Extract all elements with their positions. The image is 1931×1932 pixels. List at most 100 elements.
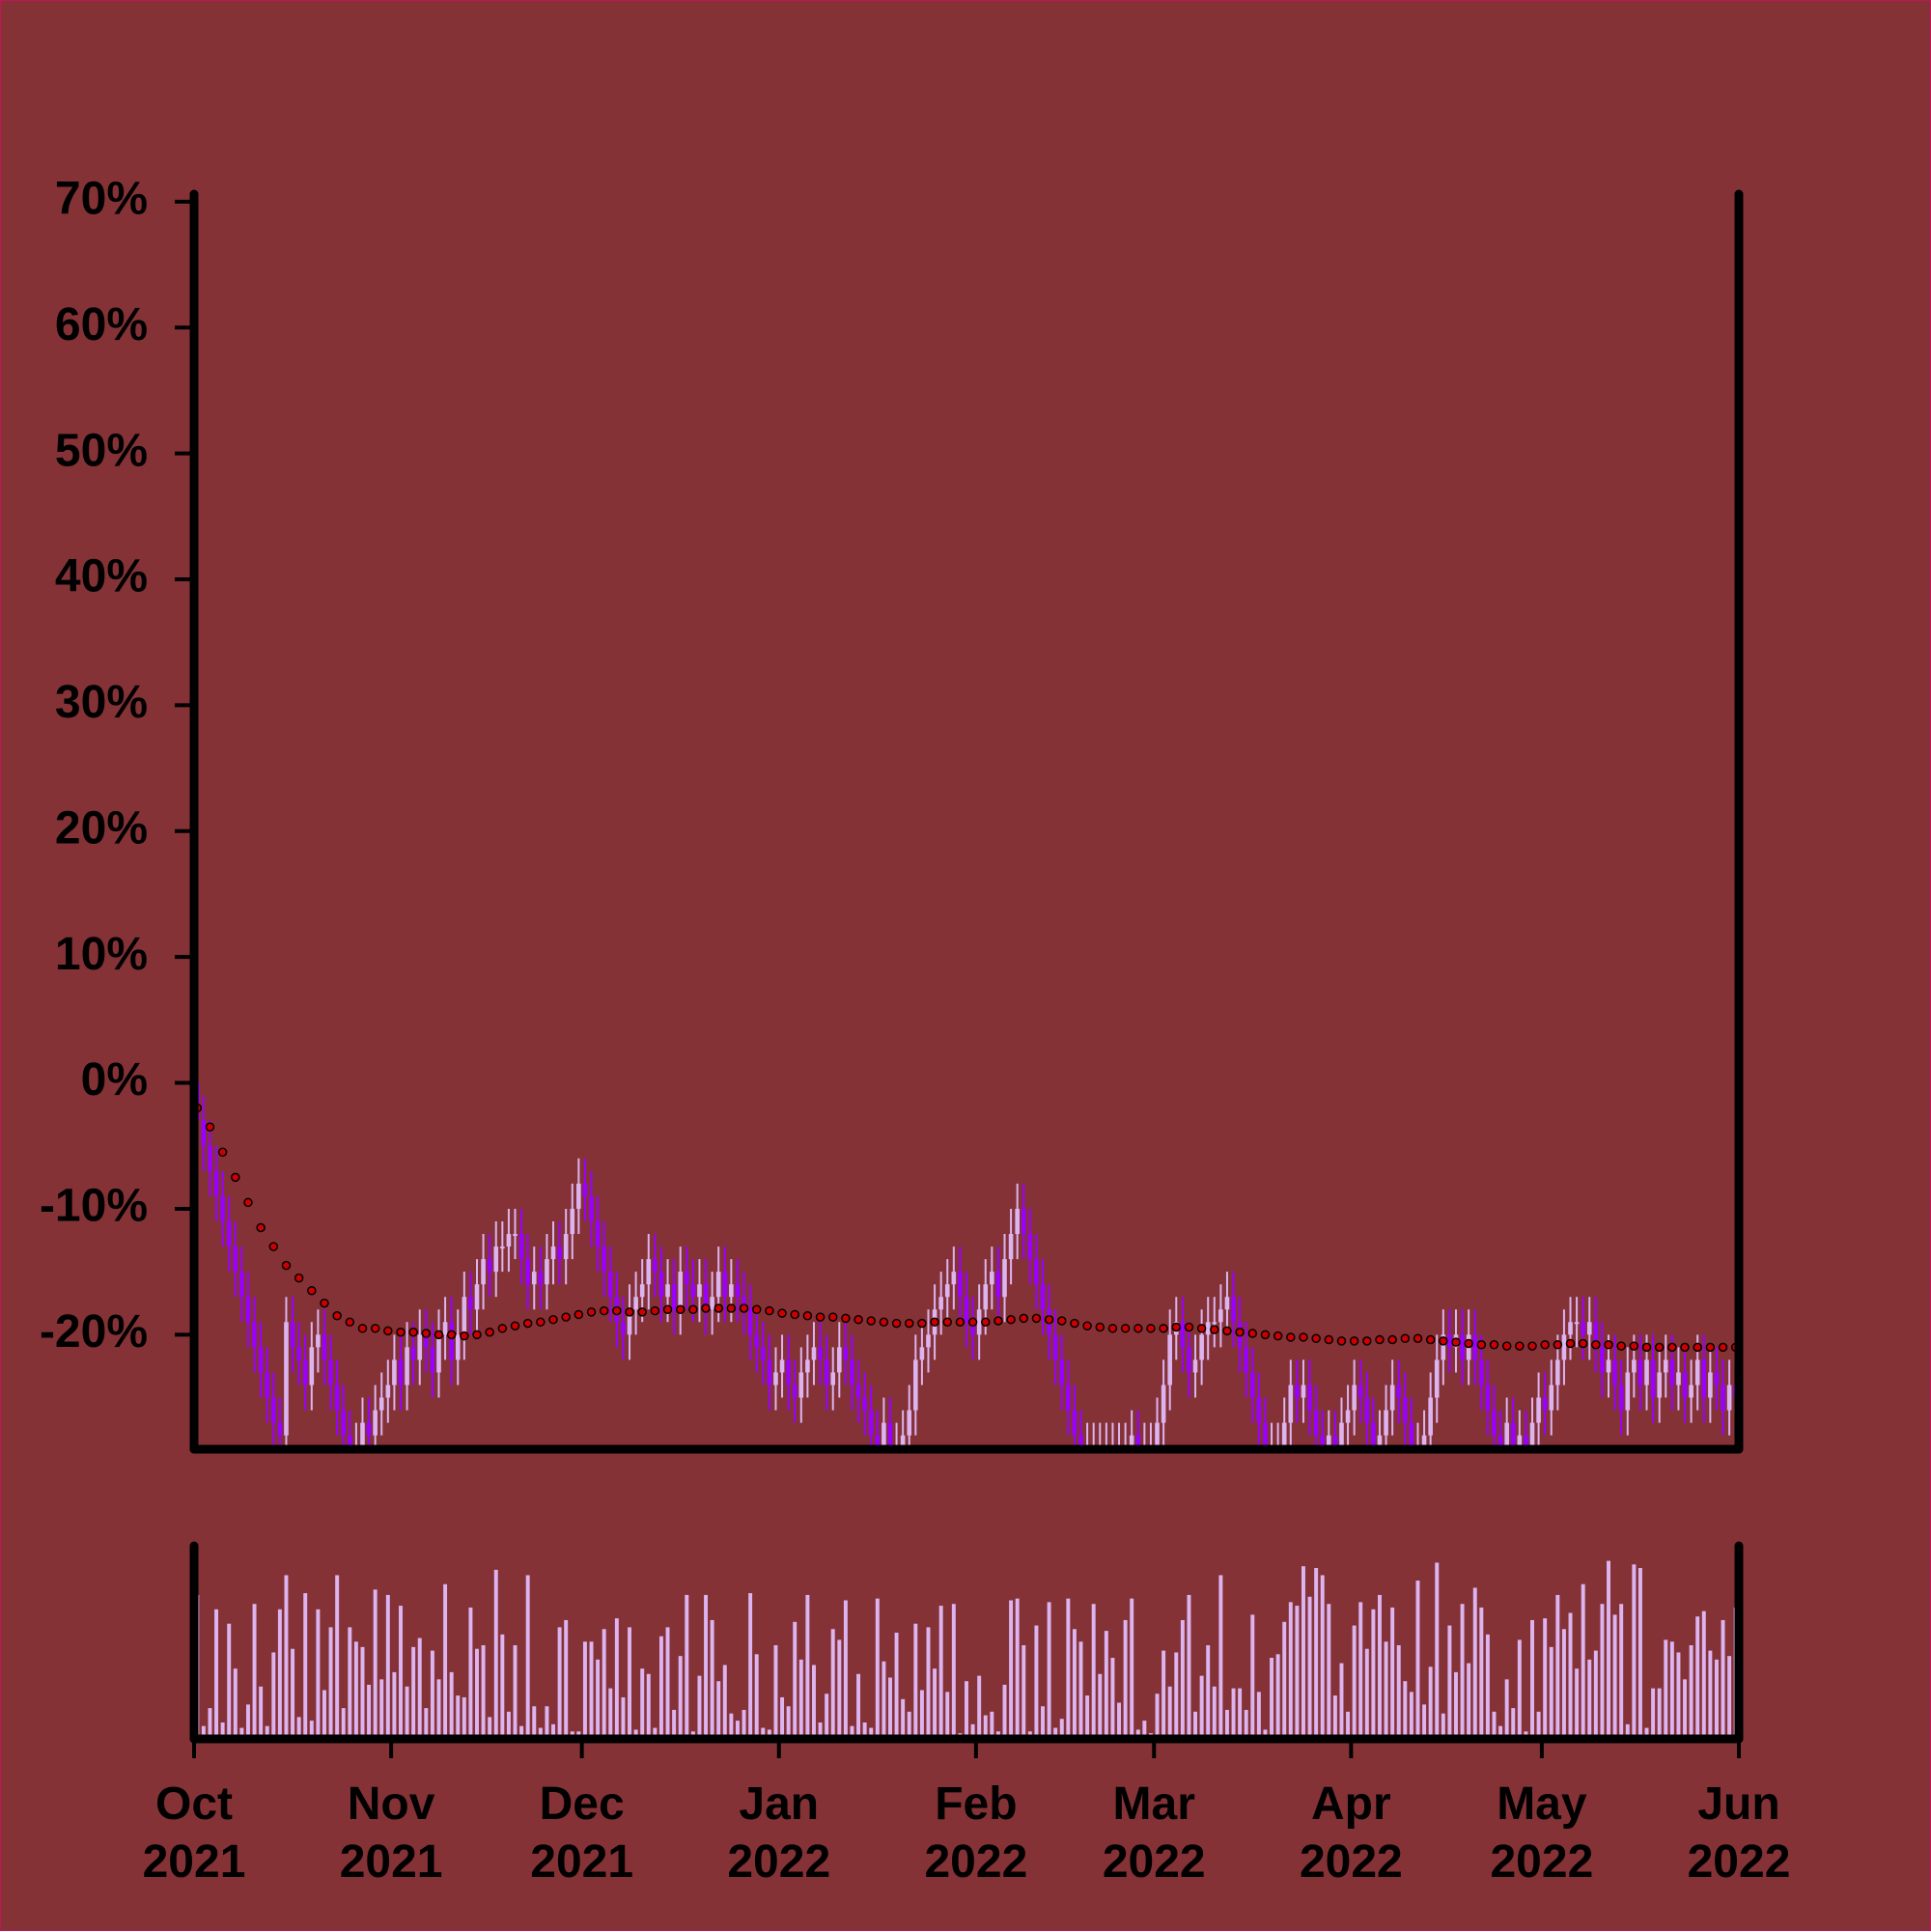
volume-bar xyxy=(658,1636,663,1735)
ma-point xyxy=(510,1321,520,1330)
ma-point xyxy=(1222,1326,1232,1336)
volume-bar xyxy=(640,1668,645,1735)
candle-body xyxy=(462,1297,467,1335)
volume-bar xyxy=(576,1731,581,1735)
candle-body xyxy=(882,1422,886,1448)
ma-point xyxy=(268,1242,279,1251)
volume-bar xyxy=(1371,1609,1376,1735)
candle-body xyxy=(1517,1435,1523,1448)
candle-body xyxy=(1008,1234,1014,1260)
volume-bar xyxy=(748,1593,753,1735)
candle-body xyxy=(1301,1385,1306,1398)
y-tick-label: -10% xyxy=(40,1181,148,1232)
volume-bar xyxy=(1263,1729,1268,1735)
volume-bar xyxy=(894,1632,899,1735)
volume-bar xyxy=(1015,1598,1020,1735)
volume-bar xyxy=(1384,1641,1388,1735)
candle-body xyxy=(570,1208,575,1235)
ma-point xyxy=(1299,1332,1308,1342)
volume-bar xyxy=(1288,1602,1293,1735)
volume-bar xyxy=(411,1646,416,1735)
volume-bar xyxy=(850,1725,854,1735)
volume-bar xyxy=(1047,1602,1051,1735)
candle-body xyxy=(1434,1359,1440,1398)
volume-bar xyxy=(685,1594,689,1735)
volume-bar xyxy=(919,1690,924,1735)
ma-point xyxy=(827,1312,838,1322)
candle-body xyxy=(1542,1397,1548,1411)
volume-bar xyxy=(1041,1706,1045,1735)
candle-body xyxy=(653,1259,658,1273)
candle-body xyxy=(958,1272,963,1298)
candle-body xyxy=(1650,1359,1656,1398)
candle-body xyxy=(1618,1385,1624,1411)
volume-bar xyxy=(1320,1575,1325,1735)
candle-body xyxy=(563,1234,569,1260)
candle-body xyxy=(1593,1322,1599,1348)
volume-bar xyxy=(1625,1723,1630,1735)
ma-point xyxy=(1311,1333,1321,1344)
candle-body xyxy=(951,1272,957,1285)
volume-bar xyxy=(322,1690,326,1735)
candle-body xyxy=(493,1246,499,1273)
ma-point xyxy=(917,1318,927,1329)
volume-bar xyxy=(1218,1575,1223,1735)
candle-body xyxy=(430,1347,435,1373)
candle-body xyxy=(742,1297,746,1310)
candle-body xyxy=(442,1322,448,1335)
candle-body xyxy=(633,1297,638,1310)
ma-point xyxy=(955,1317,966,1328)
ma-point xyxy=(217,1147,228,1158)
volume-bar xyxy=(958,1733,963,1735)
candle-body xyxy=(582,1183,588,1196)
candle-body xyxy=(1714,1372,1720,1386)
candle-body xyxy=(1612,1359,1617,1386)
volume-bar xyxy=(1708,1650,1713,1735)
ma-point xyxy=(1667,1342,1677,1353)
volume-bar xyxy=(284,1575,289,1735)
candle-body xyxy=(710,1297,714,1310)
ma-point xyxy=(1184,1322,1194,1332)
candle-body xyxy=(1371,1422,1376,1448)
ma-point xyxy=(320,1298,329,1308)
candle-body xyxy=(970,1322,975,1335)
candle-body xyxy=(208,1145,212,1171)
ma-point xyxy=(1553,1340,1563,1350)
volume-bar xyxy=(608,1688,613,1735)
x-tick-label: May 2022 xyxy=(1490,1778,1594,1888)
ma-point xyxy=(1439,1336,1448,1346)
candle-body xyxy=(1574,1322,1580,1325)
candle-body xyxy=(690,1284,696,1298)
candle-body xyxy=(385,1385,391,1398)
candle-body xyxy=(1694,1359,1700,1386)
candle-body xyxy=(735,1284,741,1298)
candle-body xyxy=(271,1397,276,1423)
volume-bar xyxy=(1485,1634,1490,1735)
candle-body xyxy=(1231,1297,1236,1323)
volume-bar xyxy=(977,1675,982,1735)
candle-body xyxy=(589,1195,594,1221)
y-tick-label: 40% xyxy=(55,551,148,602)
candle-body xyxy=(1180,1322,1186,1348)
volume-bar xyxy=(869,1727,874,1735)
volume-bar xyxy=(1536,1711,1541,1735)
candle-body xyxy=(1708,1372,1713,1398)
ma-point xyxy=(1336,1336,1347,1346)
ma-point xyxy=(1680,1342,1690,1353)
candle-body xyxy=(500,1246,505,1249)
volume-bar xyxy=(353,1641,358,1735)
candle-body xyxy=(1161,1385,1166,1423)
candle-body xyxy=(518,1234,524,1260)
ma-point xyxy=(802,1311,813,1321)
candle-body xyxy=(1002,1259,1007,1298)
candle-body xyxy=(830,1372,836,1386)
ma-point xyxy=(1235,1327,1245,1337)
y-tick-label: 10% xyxy=(55,929,148,980)
volume-bar xyxy=(1644,1727,1649,1735)
candle-body xyxy=(1066,1385,1071,1411)
volume-bar xyxy=(1193,1711,1198,1735)
volume-bar xyxy=(945,1692,950,1735)
volume-bar xyxy=(837,1639,842,1735)
volume-bar xyxy=(424,1708,429,1735)
ma-point xyxy=(904,1318,914,1329)
